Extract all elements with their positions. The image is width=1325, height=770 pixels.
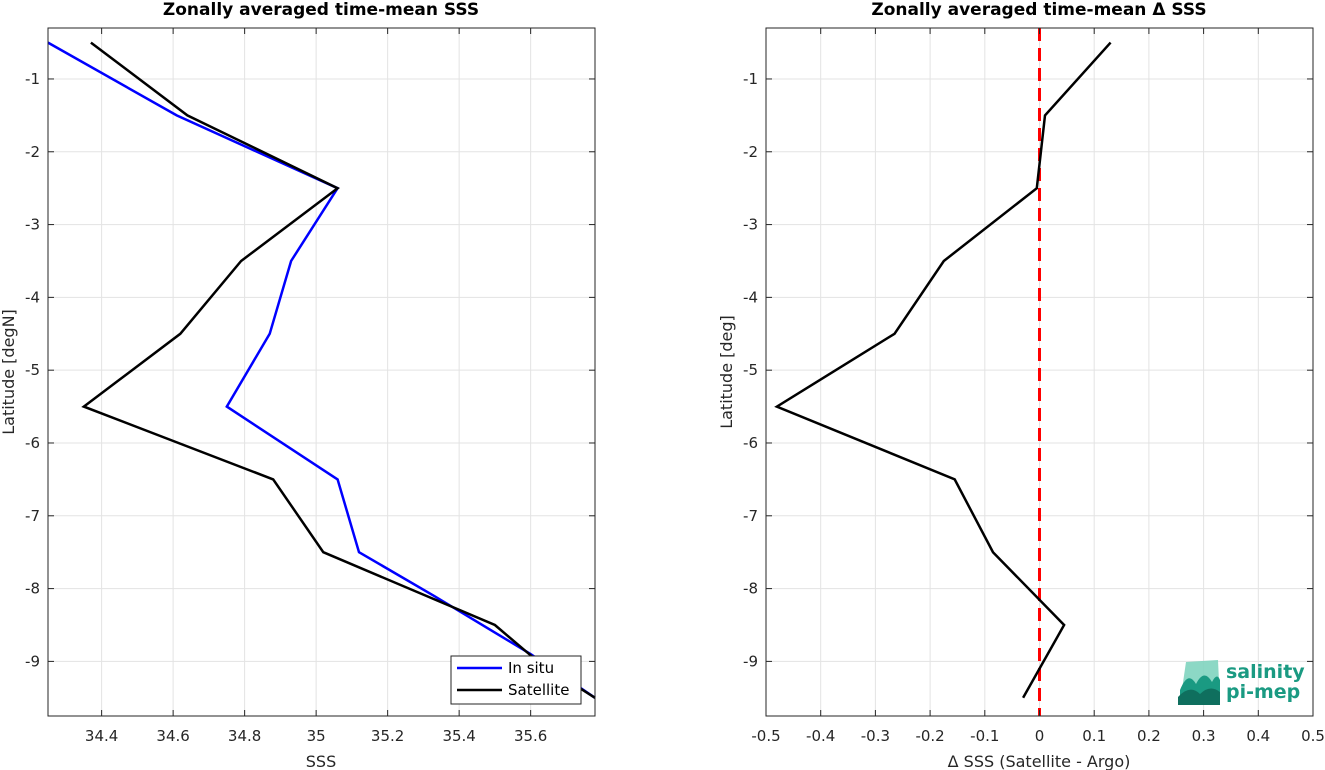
- sss-x-tick-label: 34.8: [228, 727, 261, 745]
- sss-y-tick-label: -6: [25, 434, 40, 452]
- sss-x-axis-label: SSS: [306, 752, 336, 770]
- sss-y-axis-label: Latitude [degN]: [0, 309, 18, 435]
- delta-x-tick-label: 0.4: [1246, 727, 1270, 745]
- delta-x-axis-label: Δ SSS (Satellite - Argo): [948, 752, 1131, 770]
- sss-tick-layer: 34.4 34.6 34.8 35 35.2 35.4 35.6 -1 -2 -3 -4 -5 -6 -7…: [25, 28, 595, 745]
- delta-x-tick-label: -0.2: [915, 727, 944, 745]
- sss-y-tick-label: -5: [25, 361, 40, 379]
- delta-x-tick-label: -0.4: [806, 727, 835, 745]
- sss-x-tick-label: 35: [307, 727, 326, 745]
- sss-chart-title: Zonally averaged time-mean SSS: [163, 0, 479, 20]
- sss-axes-box: [47, 27, 596, 717]
- sss-series-in-situ-line: [47, 41, 596, 699]
- sss-y-tick-label: -7: [25, 507, 40, 525]
- delta-y-axis-label: Latitude [deg]: [717, 315, 736, 429]
- delta-x-tick-label: 0.2: [1137, 727, 1161, 745]
- sss-series-satellite-line: [81, 41, 596, 699]
- sss-chart-panel: 34.4 34.6 34.8 35 35.2 35.4 35.6 -1 -2 -3 -4 -5 -6 -7…: [0, 0, 596, 770]
- sss-y-tick-label: -1: [25, 70, 40, 88]
- delta-x-tick-label: 0.3: [1192, 727, 1216, 745]
- delta-tick-layer: -0.5 -0.4 -0.3 -0.2 -0.1 0 0.1 0.2 0.3 0.4 0.5 -1 -2…: [743, 28, 1325, 745]
- sss-y-tick-label: -3: [25, 216, 40, 234]
- sss-series-layer: [47, 41, 596, 699]
- sss-x-tick-label: 35.4: [442, 727, 475, 745]
- delta-x-tick-label: 0: [1035, 727, 1045, 745]
- delta-y-tick-label: -1: [743, 70, 758, 88]
- delta-sss-chart-panel: -0.5 -0.4 -0.3 -0.2 -0.1 0 0.1 0.2 0.3 0.4 0.5 -1 -2…: [717, 0, 1325, 770]
- legend-box: [450, 655, 582, 705]
- sss-y-tick-label: -2: [25, 143, 40, 161]
- sss-x-tick-label: 34.6: [156, 727, 189, 745]
- delta-y-tick-label: -4: [743, 288, 758, 306]
- sss-x-tick-label: 35.6: [514, 727, 547, 745]
- logo-line1: salinity: [1226, 661, 1305, 683]
- sss-legend: In situ Satellite: [450, 655, 582, 705]
- delta-x-tick-label: -0.3: [861, 727, 890, 745]
- delta-x-tick-label: -0.5: [751, 727, 780, 745]
- sss-x-tick-label: 35.2: [371, 727, 404, 745]
- delta-y-tick-label: -5: [743, 361, 758, 379]
- salinity-pi-mep-logo: salinity pi-mep: [1178, 660, 1305, 705]
- delta-y-tick-label: -8: [743, 580, 758, 598]
- sss-y-tick-label: -9: [25, 652, 40, 670]
- delta-y-tick-label: -7: [743, 507, 758, 525]
- delta-series-layer: [774, 28, 1112, 716]
- sss-y-tick-label: -8: [25, 580, 40, 598]
- delta-x-tick-label: 0.5: [1301, 727, 1325, 745]
- legend-in-situ-label: In situ: [508, 659, 554, 677]
- delta-x-tick-label: 0.1: [1082, 727, 1106, 745]
- delta-y-tick-label: -9: [743, 652, 758, 670]
- sss-plot-area: [48, 28, 595, 716]
- delta-x-tick-label: -0.1: [970, 727, 999, 745]
- delta-y-tick-label: -6: [743, 434, 758, 452]
- sss-x-tick-label: 34.4: [85, 727, 118, 745]
- legend-satellite-label: Satellite: [508, 681, 569, 699]
- delta-chart-title: Zonally averaged time-mean Δ SSS: [871, 0, 1206, 20]
- logo-line2: pi-mep: [1226, 681, 1300, 703]
- sss-y-tick-label: -4: [25, 288, 40, 306]
- delta-series-delta-line: [774, 41, 1112, 699]
- delta-y-tick-label: -2: [743, 143, 758, 161]
- delta-y-tick-label: -3: [743, 216, 758, 234]
